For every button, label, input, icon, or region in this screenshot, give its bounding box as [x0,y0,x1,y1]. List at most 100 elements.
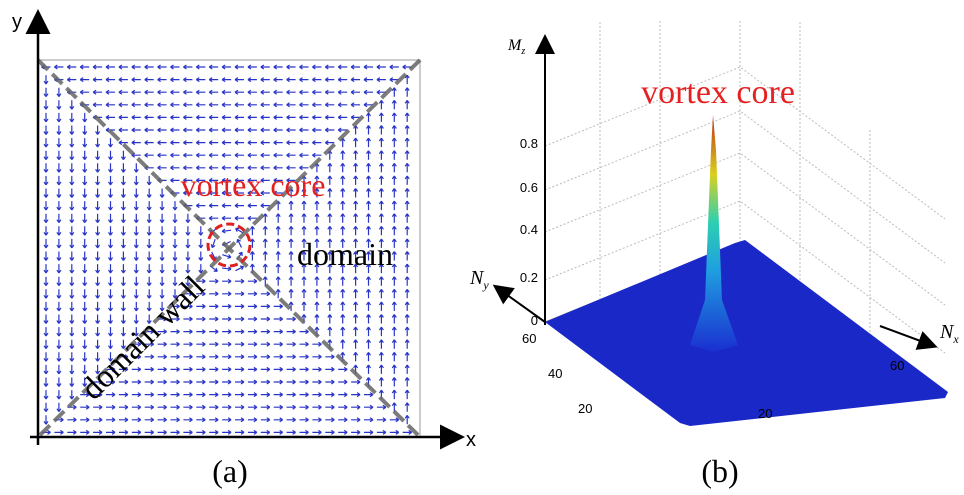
arrow [82,226,88,236]
arrow [340,188,346,198]
arrow [196,404,206,410]
arrow [312,366,322,372]
arrow [92,64,103,70]
arrow [95,138,101,148]
arrow [183,114,193,120]
arrow [159,289,165,299]
arrow [69,238,75,249]
axis-label-main: N [939,321,955,343]
arrow [221,64,232,70]
arrow [325,404,335,410]
arrow [108,175,113,186]
arrow [82,238,88,249]
arrow [69,112,75,123]
arrow [170,316,180,322]
arrow [43,87,49,98]
arrow [288,200,294,211]
arrow [222,291,232,297]
arrow [234,203,244,209]
arrow [260,165,270,171]
arrow [260,203,270,209]
arrow [133,238,139,249]
arrow [133,327,139,337]
arrow [118,102,128,108]
arrow [131,366,142,372]
arrow [273,165,283,171]
arrow [391,263,397,274]
arrow [378,288,384,299]
arrow [185,276,191,287]
arrow [235,291,245,297]
arrow [222,404,232,410]
arrow [95,364,101,375]
arrow [198,264,204,274]
arrow [260,177,270,183]
arrow [172,264,178,274]
arrow [260,64,270,70]
arrow [209,329,219,335]
arrow [340,238,346,248]
arrow [404,339,410,349]
arrow [144,77,154,83]
arrow [235,329,245,335]
axis-label: Nx [939,321,959,346]
arrow [172,251,178,261]
arrow [260,392,271,398]
arrow [378,225,384,236]
arrow [366,213,371,223]
arrow [376,64,386,70]
arrow [353,251,359,261]
arrow [301,288,307,299]
arrow [118,140,128,146]
arrow [247,329,258,335]
arrow [208,177,219,183]
arrow [82,301,88,312]
arrow [273,404,284,410]
arrow [340,301,346,311]
arrow [108,327,113,337]
arrow [56,352,62,362]
arrow [324,140,335,146]
arrow [286,114,296,120]
arrow [105,89,115,95]
arrow [404,301,410,311]
arrow [170,114,180,120]
arrow [95,352,101,362]
arrow [314,238,320,248]
arrow [120,188,126,198]
arrow [366,276,371,286]
axis-label-sub: z [520,46,525,57]
arrow [157,379,167,385]
arrow [314,314,320,324]
arrow [221,102,232,108]
arrow [43,276,49,287]
arrow [93,429,103,435]
arrow [366,351,371,362]
arrow [299,417,309,423]
arrow [69,339,75,350]
arrow [170,152,180,158]
arrow [208,203,219,209]
arrow [221,114,232,120]
arrow [120,339,126,350]
arrow [366,188,371,198]
arrow [92,77,103,83]
axis-label: y [12,11,22,33]
arrow [69,289,75,299]
arrow [108,226,113,236]
panel-b: Mz Ny Nx 0 0.2 0.4 0.6 0.8 60 40 20 20 60 vo… [469,20,959,489]
nx-axis [879,325,938,350]
arrow [260,379,271,385]
vector-field [41,64,413,435]
arrow [314,188,320,198]
arrow [312,404,322,410]
arrow [273,303,284,309]
arrow [222,266,232,272]
arrow [404,125,410,135]
arrow [327,276,333,286]
arrow [351,379,361,385]
arrow [324,64,335,70]
arrow [391,87,397,97]
arrow [404,326,410,337]
